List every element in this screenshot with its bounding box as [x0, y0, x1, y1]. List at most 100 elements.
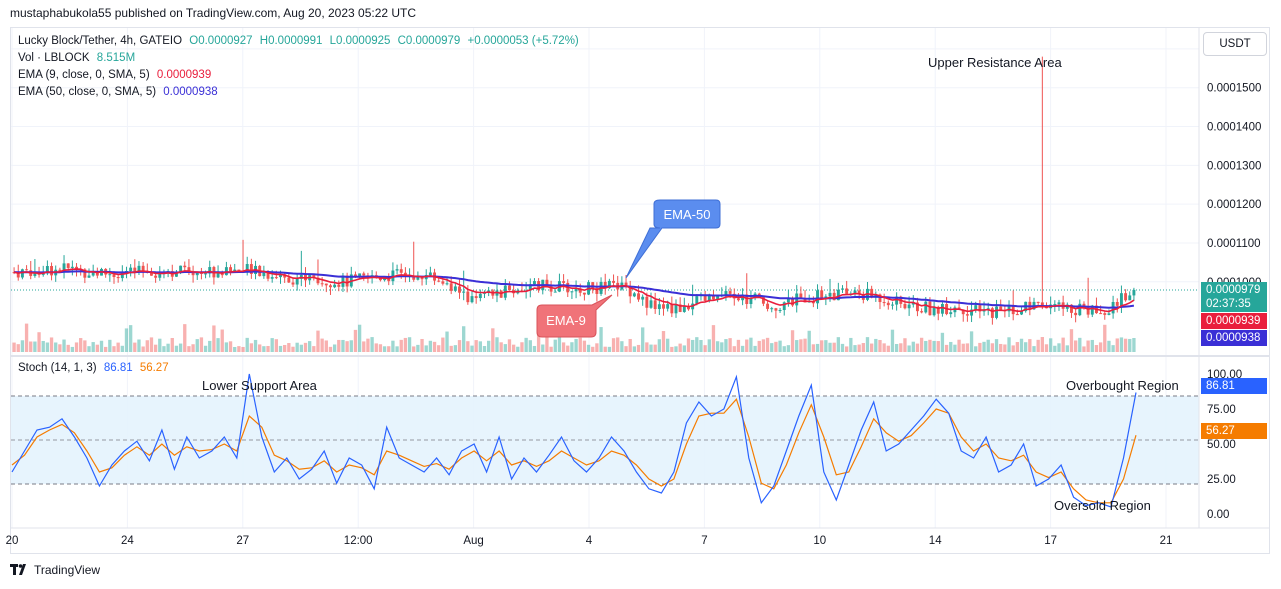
volume-bar — [12, 342, 16, 352]
volume-bar — [324, 340, 328, 352]
volume-bar — [1019, 338, 1024, 352]
volume-bar — [603, 346, 607, 352]
candle-body — [399, 269, 403, 273]
candle-body — [316, 277, 320, 284]
candle-body — [845, 288, 849, 294]
volume-bar — [932, 340, 936, 352]
volume-bar — [1119, 337, 1124, 352]
candle-body — [545, 279, 549, 287]
candle-body — [208, 267, 212, 274]
candle-body — [37, 273, 41, 275]
candle-body — [670, 304, 674, 314]
candle-body — [1124, 293, 1128, 301]
candle-body — [108, 274, 112, 276]
stoch-d-value: 56.27 — [139, 362, 169, 374]
volume-bar — [840, 343, 845, 352]
volume-bar — [786, 345, 791, 352]
tradingview-footer[interactable]: TradingView — [10, 563, 100, 577]
stoch-tick-label: 50.00 — [1207, 439, 1236, 451]
ema50-callout: EMA-50 — [625, 199, 721, 279]
volume-bar — [1024, 342, 1028, 352]
volume-bar — [199, 337, 204, 352]
candle-body — [687, 306, 690, 310]
volume-bar — [974, 346, 978, 352]
ema9-label[interactable]: EMA (9, close, 0, SMA, 5) — [18, 69, 150, 81]
volume-bar — [869, 343, 874, 352]
volume-bar — [287, 343, 291, 352]
volume-bar — [645, 342, 649, 352]
candle-body — [1074, 312, 1078, 316]
volume-bar — [1032, 346, 1036, 352]
volume-bar — [20, 340, 25, 352]
volume-bar — [999, 343, 1003, 352]
volume-bar — [208, 340, 212, 352]
candle-body — [891, 304, 894, 306]
candle-body — [995, 306, 998, 318]
volume-bar — [661, 331, 666, 352]
volume-bar — [79, 338, 83, 352]
volume-bar — [341, 339, 345, 352]
volume-bar — [387, 346, 391, 352]
volume-bar — [715, 341, 720, 352]
candle-body — [678, 304, 682, 312]
candle-body — [703, 295, 707, 301]
candle-body — [1078, 303, 1082, 316]
candle-body — [287, 277, 291, 283]
volume-bar — [986, 339, 990, 352]
candle-body — [20, 269, 24, 278]
candle-body — [441, 281, 445, 284]
volume-bar — [453, 345, 458, 352]
candle-body — [745, 294, 749, 305]
volume-bar — [566, 345, 570, 352]
volume-bar — [112, 346, 116, 352]
volume-bar — [890, 329, 895, 352]
candle-body — [395, 269, 399, 271]
candle-body — [179, 265, 183, 272]
volume-bar — [320, 338, 324, 352]
candle-body — [628, 285, 632, 297]
volume-bar — [532, 345, 537, 352]
volume-bar — [728, 338, 732, 352]
volume-bar — [624, 346, 628, 352]
candle-body — [841, 288, 844, 290]
volume-bar — [237, 346, 241, 352]
ohlc-low: L0.0000925 — [329, 35, 391, 47]
candle-body — [595, 287, 599, 294]
candle-body — [803, 298, 807, 303]
volume-bar — [570, 342, 574, 352]
volume-bar — [153, 344, 158, 352]
volume-label[interactable]: Vol · LBLOCK — [18, 52, 90, 64]
oversold-label: Oversold Region — [1054, 498, 1151, 513]
volume-bar — [790, 330, 795, 352]
stoch-label[interactable]: Stoch (14, 1, 3) — [18, 362, 97, 374]
candle-body — [262, 272, 266, 277]
volume-bar — [220, 329, 224, 352]
candle-body — [940, 304, 944, 314]
tradingview-logo-icon — [10, 564, 26, 575]
volume-bar — [1028, 339, 1032, 352]
volume-bar — [557, 331, 562, 352]
candle-body — [836, 289, 840, 301]
ema50-label[interactable]: EMA (50, close, 0, SMA, 5) — [18, 86, 157, 98]
volume-bar — [894, 343, 899, 352]
volume-bar — [87, 346, 91, 352]
published-caption: mustaphabukola55 published on TradingVie… — [10, 6, 417, 20]
stoch-k-value: 86.81 — [103, 362, 133, 374]
volume-bar — [178, 343, 183, 352]
candle-body — [428, 272, 432, 276]
candle-body — [882, 302, 886, 304]
symbol-name[interactable]: Lucky Block/Tether, 4h, GATEIO — [18, 35, 183, 47]
ema50-legend: EMA (50, close, 0, SMA, 5) 0.0000938 — [18, 86, 218, 98]
candle-body — [974, 305, 978, 310]
volume-bar — [370, 337, 374, 352]
candle-body — [437, 280, 441, 282]
volume-bar — [774, 341, 778, 352]
currency-button[interactable]: USDT — [1203, 32, 1267, 56]
volume-bar — [732, 346, 736, 352]
candle-body — [191, 271, 195, 276]
candle-body — [612, 280, 616, 283]
candle-body — [1103, 313, 1107, 315]
candle-body — [1020, 311, 1023, 315]
volume-bar — [757, 340, 761, 352]
